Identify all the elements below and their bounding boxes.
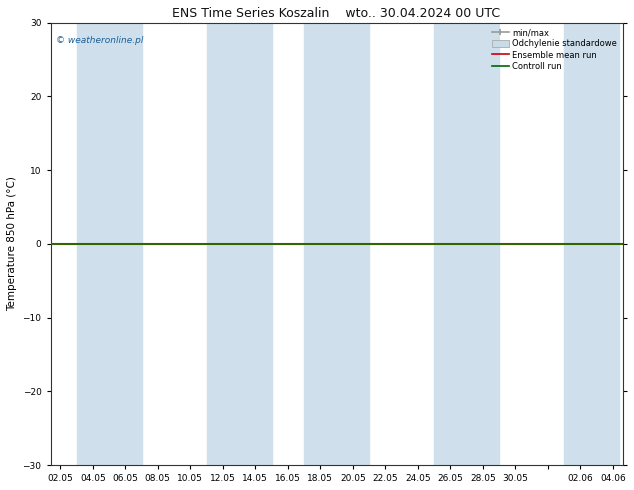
Legend: min/max, Odchylenie standardowe, Ensemble mean run, Controll run: min/max, Odchylenie standardowe, Ensembl… (490, 26, 618, 72)
Bar (304, 23, 369, 465)
Y-axis label: Temperature 850 hPa (°C): Temperature 850 hPa (°C) (7, 176, 17, 311)
Title: ENS Time Series Koszalin    wto.. 30.04.2024 00 UTC: ENS Time Series Koszalin wto.. 30.04.202… (172, 7, 501, 20)
Bar (77, 23, 141, 465)
Text: © weatheronline.pl: © weatheronline.pl (56, 36, 144, 45)
Bar (434, 23, 499, 465)
Bar (207, 23, 271, 465)
Bar (564, 23, 619, 465)
